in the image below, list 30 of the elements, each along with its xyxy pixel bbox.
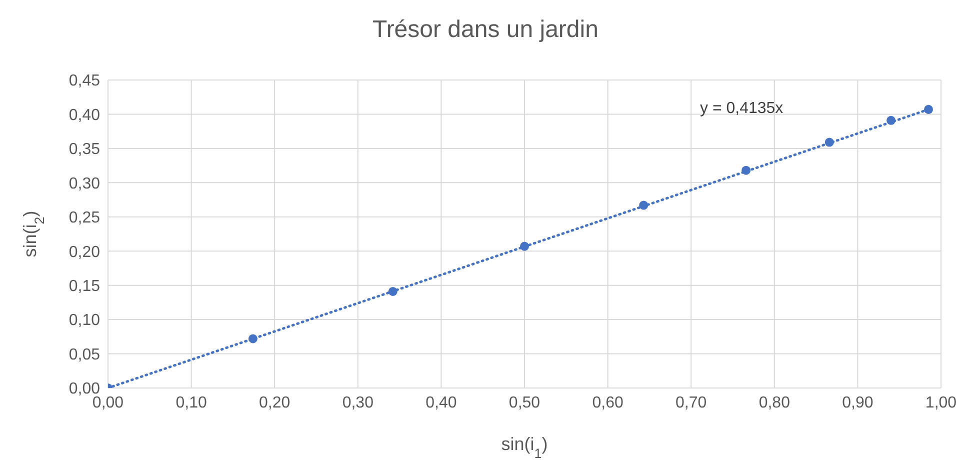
point bbox=[886, 116, 896, 125]
x-tick-label: 0,60 bbox=[592, 394, 624, 412]
chart-title: Trésor dans un jardin bbox=[372, 16, 600, 44]
x-tick-label: 0,80 bbox=[758, 394, 790, 412]
point bbox=[824, 138, 834, 147]
x-tick-label: 0,10 bbox=[176, 394, 207, 412]
y-tick-label: 0,35 bbox=[68, 141, 100, 158]
x-axis-title: sin(i$_{1}$) bbox=[501, 434, 548, 460]
x-tick-label: 0,30 bbox=[342, 394, 374, 412]
point bbox=[924, 104, 934, 114]
annotation: y = 0,4135x bbox=[700, 100, 784, 118]
y-tick-label: 0,05 bbox=[68, 346, 100, 364]
x-tick-label: 0,20 bbox=[259, 394, 290, 412]
point bbox=[742, 166, 751, 175]
x-tick-label: 1,00 bbox=[925, 394, 957, 412]
y-tick-label: 0,30 bbox=[68, 175, 100, 192]
point bbox=[248, 334, 258, 344]
point bbox=[520, 242, 530, 251]
x-tick-label: 0,50 bbox=[508, 394, 540, 412]
point bbox=[388, 286, 398, 296]
y-tick-label: 0,25 bbox=[68, 210, 100, 227]
x-tick-label: 0,90 bbox=[842, 394, 874, 412]
y-tick-label: 0,15 bbox=[68, 278, 100, 296]
x-tick-label: 0,40 bbox=[426, 394, 457, 412]
y-tick-label: 0,45 bbox=[68, 72, 100, 90]
y-tick-label: 0,20 bbox=[68, 244, 100, 261]
y-tick-label: 0,40 bbox=[68, 106, 100, 124]
y-tick-label: 0,10 bbox=[68, 312, 100, 330]
x-tick-label: 0,70 bbox=[676, 394, 707, 412]
point bbox=[639, 200, 648, 210]
